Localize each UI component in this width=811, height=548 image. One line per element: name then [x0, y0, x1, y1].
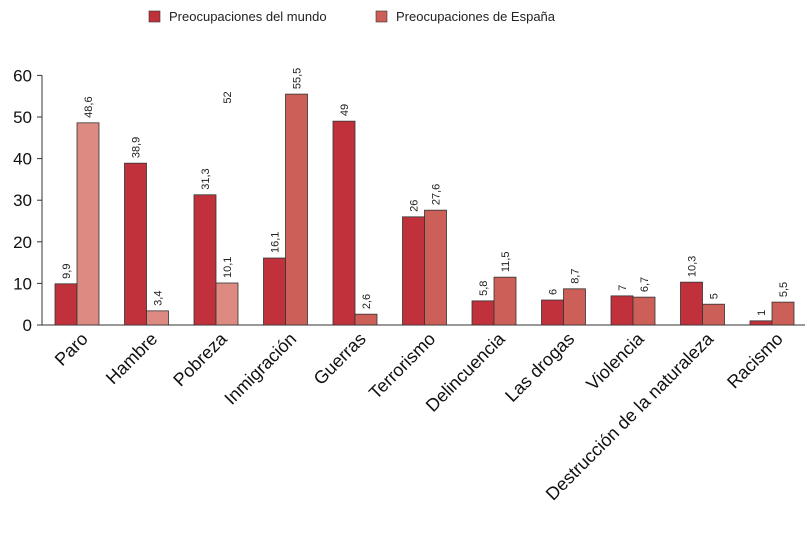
- data-label: 5,5: [778, 282, 790, 297]
- category-label: Inmigración: [220, 329, 300, 409]
- data-label: 1: [756, 310, 768, 316]
- data-label: 48,6: [83, 96, 95, 117]
- bar-world: [541, 299, 564, 326]
- bar-spain: [771, 301, 795, 326]
- bar-spain: [354, 313, 378, 326]
- category-label: Pobreza: [169, 328, 231, 390]
- y-tick-label: 10: [13, 274, 32, 293]
- category-label: Violencia: [582, 328, 648, 394]
- data-label: 5: [709, 293, 721, 299]
- y-tick-label: 40: [13, 150, 32, 169]
- annotation-label: 52: [222, 91, 234, 103]
- data-label: 16,1: [270, 232, 282, 253]
- bar-spain: [215, 282, 239, 326]
- y-tick-label: 0: [23, 316, 32, 335]
- bar-world: [124, 162, 147, 326]
- category-label: Paro: [51, 329, 92, 370]
- legend-swatch-spain: [375, 10, 388, 23]
- category-label: Hambre: [102, 329, 161, 388]
- data-label: 8,7: [570, 269, 582, 284]
- bar-world: [749, 320, 773, 326]
- data-label: 49: [339, 104, 351, 116]
- y-tick-label: 20: [13, 233, 32, 252]
- data-label: 10,3: [687, 256, 699, 277]
- bar-world: [193, 194, 217, 326]
- category-label: Guerras: [310, 329, 370, 389]
- bar-world: [680, 281, 703, 326]
- data-label: 55,5: [292, 68, 304, 89]
- data-label: 27,6: [431, 184, 443, 205]
- data-label: 3,4: [153, 291, 165, 306]
- data-label: 2,6: [361, 294, 373, 309]
- bar-world: [332, 120, 356, 326]
- data-labels: 9,948,638,93,431,310,116,155,5492,62627,…: [61, 68, 790, 316]
- category-label: Terrorismo: [365, 329, 439, 403]
- data-label: 10,1: [222, 257, 234, 278]
- data-label: 6,7: [639, 277, 651, 292]
- bar-spain: [632, 296, 656, 326]
- bar-world: [610, 295, 634, 326]
- legend-swatch-world: [148, 10, 161, 23]
- bar-spain: [285, 93, 308, 326]
- data-label: 9,9: [61, 264, 73, 279]
- legend: Preocupaciones del mundo Preocupaciones …: [148, 9, 556, 24]
- bar-world: [54, 283, 78, 326]
- bars: [54, 93, 795, 326]
- y-tick-label: 60: [13, 66, 32, 85]
- data-label: 6: [548, 289, 560, 295]
- bar-spain: [702, 303, 725, 326]
- y-axis: 0 10 20 30 40 50 60: [13, 66, 805, 335]
- data-label: 38,9: [131, 137, 143, 158]
- bar-world: [263, 257, 286, 326]
- category-label: Las drogas: [501, 329, 578, 406]
- bar-spain: [76, 122, 100, 326]
- category-label: Racismo: [723, 329, 787, 393]
- data-label: 31,3: [200, 168, 212, 189]
- y-tick-label: 50: [13, 108, 32, 127]
- bar-spain: [146, 310, 169, 326]
- data-label: 7: [617, 285, 629, 291]
- y-tick-label: 30: [13, 191, 32, 210]
- bar-world: [471, 300, 495, 326]
- bar-world: [402, 216, 425, 326]
- bar-spain: [424, 209, 447, 326]
- legend-label-spain: Preocupaciones de España: [396, 9, 556, 24]
- data-label: 11,5: [500, 252, 512, 273]
- bar-spain: [493, 276, 517, 326]
- data-label: 26: [409, 200, 421, 212]
- legend-label-world: Preocupaciones del mundo: [169, 9, 327, 24]
- bar-spain: [563, 288, 586, 326]
- data-label: 5,8: [478, 281, 490, 296]
